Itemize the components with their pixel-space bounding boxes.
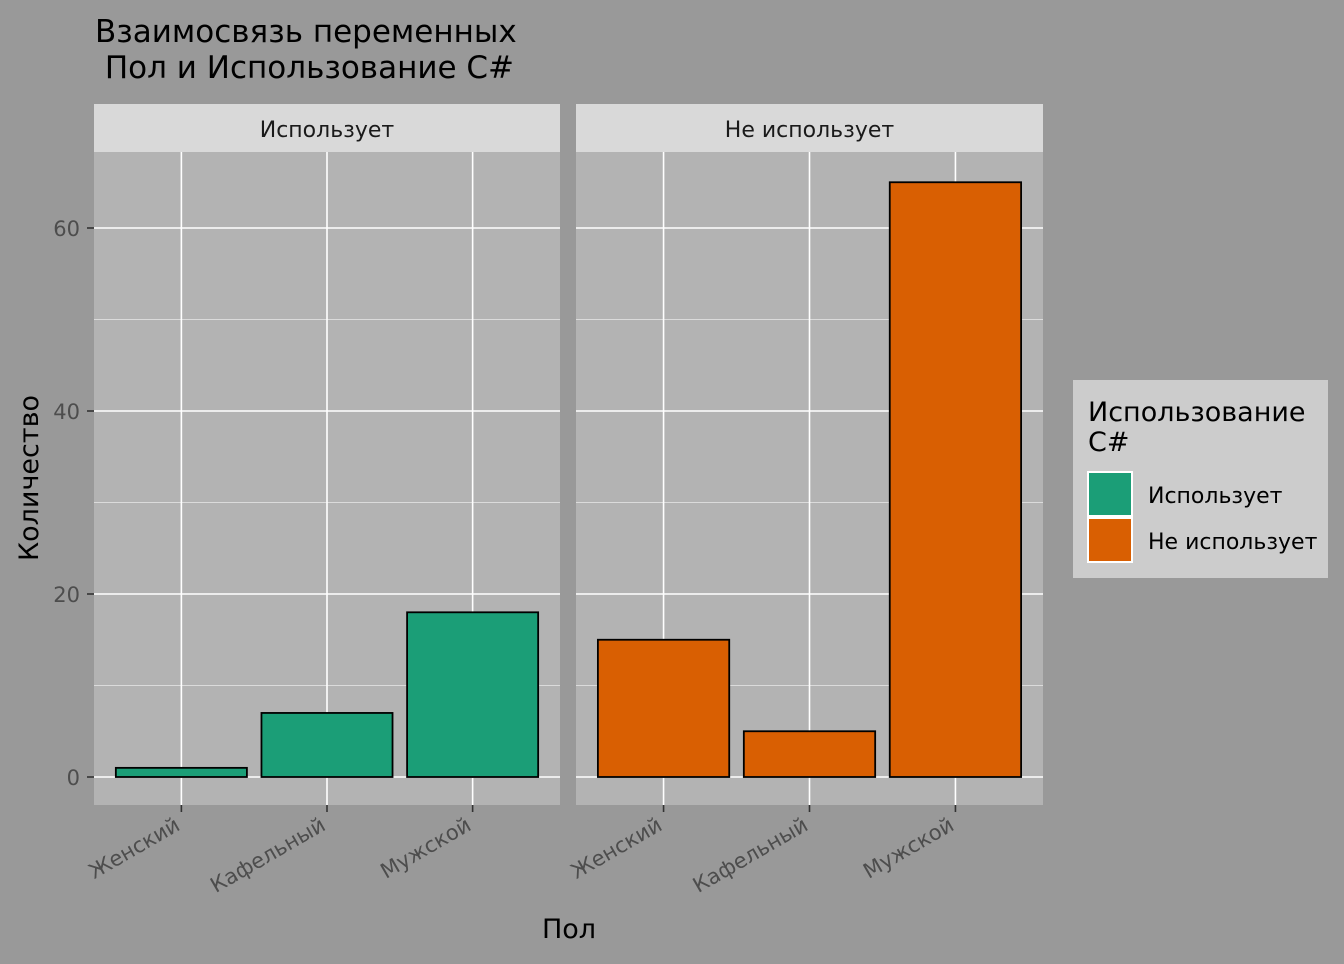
legend-title-line-2: С# [1088, 427, 1129, 458]
x-tick-label: Кафельный [689, 813, 812, 898]
y-tick-label: 60 [53, 217, 80, 241]
bar-2-3 [888, 181, 1023, 778]
bar-1-1 [114, 766, 248, 778]
legend-key-1 [1087, 471, 1133, 517]
facet-panel-2: Не использует Женский Кафельный Мужской [567, 104, 1043, 898]
legend-key-2 [1087, 517, 1133, 563]
x-tick-label: Мужской [376, 813, 475, 884]
facet-strip [94, 104, 560, 152]
facet-strip-label: Использует [260, 118, 395, 143]
chart-title-line-2: Пол и Использование С# [95, 50, 514, 86]
facet-strip-label: Не использует [725, 118, 895, 143]
x-axis-title: Пол [542, 914, 596, 945]
facet-panel-1: Использует Женский Кафельный Мужской [85, 104, 560, 898]
chart-title-line-1: Взаимосвязь переменных [95, 14, 517, 50]
bar-1-2 [260, 712, 394, 778]
legend-label-2: Не использует [1148, 530, 1318, 555]
bar-2-2 [742, 730, 877, 778]
x-tick-label: Кафельный [206, 813, 329, 898]
bar-1-3 [406, 611, 540, 778]
x-tick-label: Мужской [859, 813, 958, 884]
bar-2-1 [596, 638, 731, 778]
y-axis-title: Количество [14, 395, 45, 561]
y-tick-label: 20 [53, 583, 80, 607]
x-tick-label: Женский [85, 813, 184, 884]
facet-strip [576, 104, 1043, 152]
x-tick-label: Женский [567, 813, 666, 884]
y-tick-label: 40 [53, 400, 80, 424]
legend-title-line-1: Использование [1088, 397, 1306, 428]
y-tick-label: 0 [67, 766, 80, 790]
legend-label-1: Использует [1148, 484, 1283, 509]
